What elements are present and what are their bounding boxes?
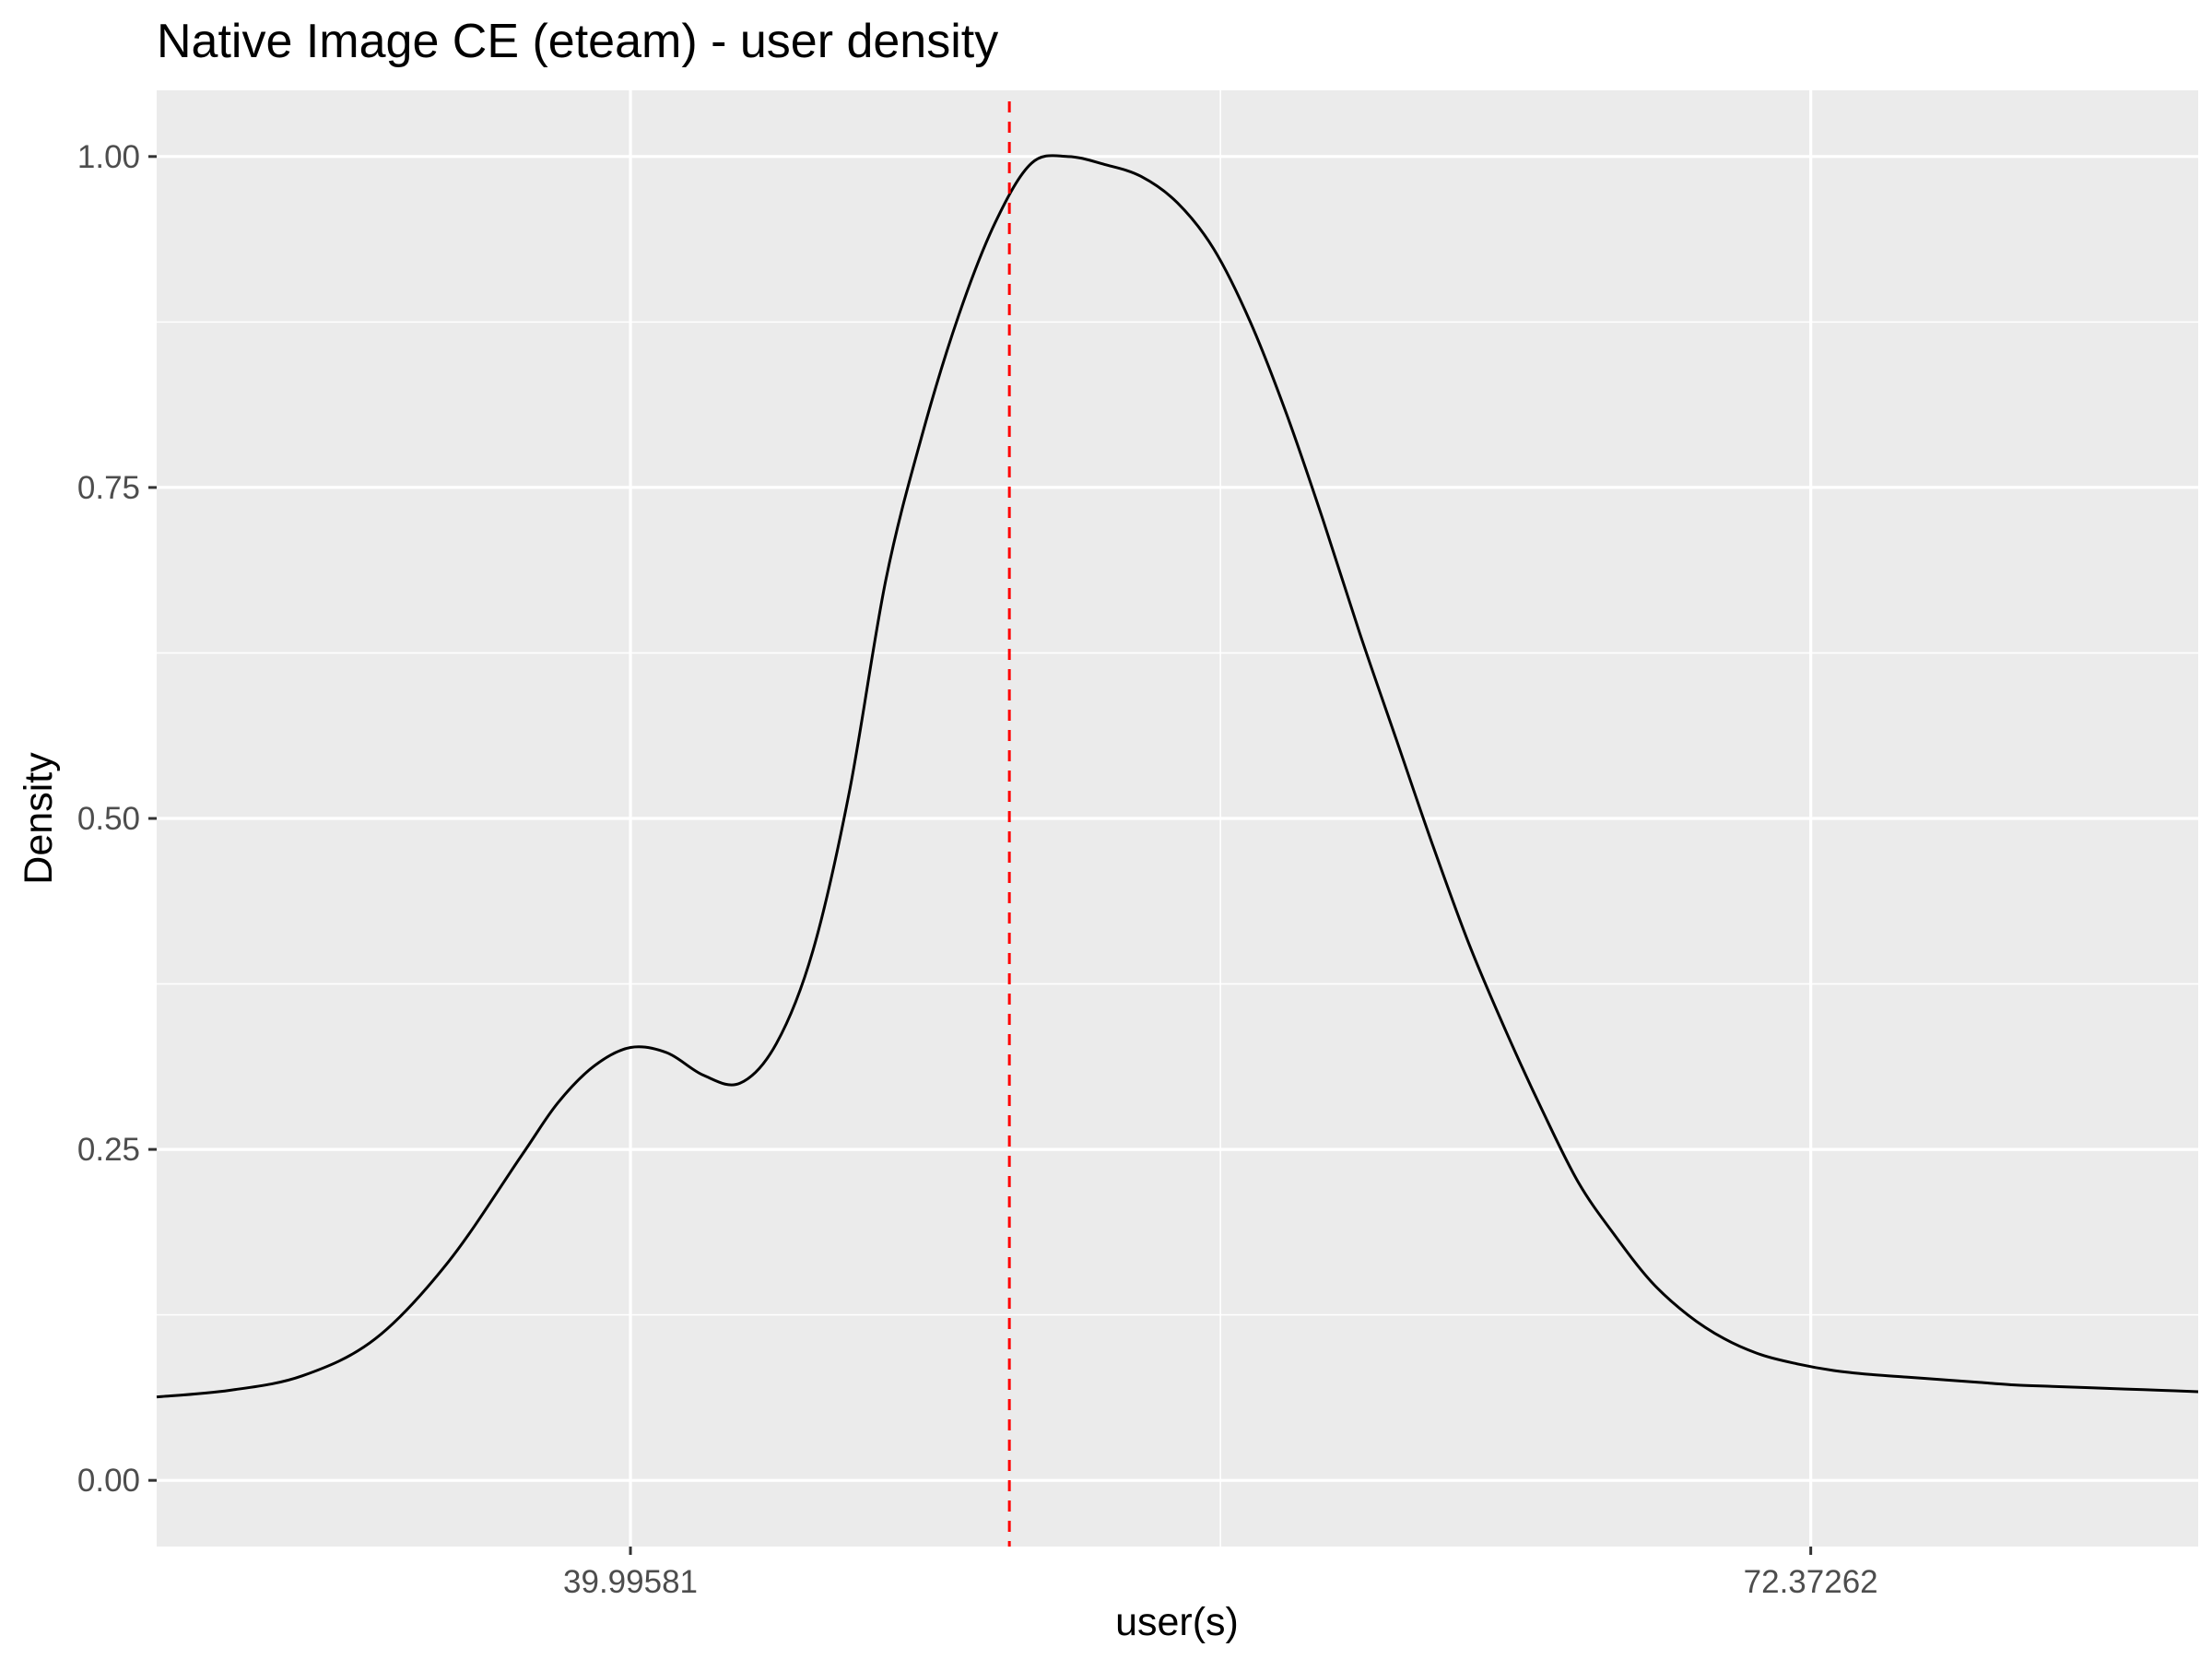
- minor-gridlines: [157, 90, 2198, 1547]
- y-axis-title: Density: [17, 752, 61, 885]
- density-curve: [156, 154, 2199, 1399]
- x-tick-label: 72.37262: [1744, 1564, 1878, 1600]
- y-axis: 0.00 0.25 0.50 0.75 1.00: [77, 139, 157, 1499]
- y-tick-label: 0.25: [77, 1132, 140, 1168]
- chart-title: Native Image CE (eteam) - user density: [157, 15, 998, 68]
- y-tick-label: 0.00: [77, 1463, 140, 1499]
- x-axis-title: user(s): [1115, 1600, 1239, 1644]
- x-tick-label: 39.99581: [563, 1564, 698, 1600]
- series-layer: [156, 154, 2199, 1399]
- y-tick-label: 1.00: [77, 139, 140, 175]
- y-tick-label: 0.50: [77, 801, 140, 837]
- y-tick-label: 0.75: [77, 470, 140, 506]
- major-gridlines: [157, 90, 2198, 1547]
- x-axis: 39.99581 72.37262: [563, 1547, 1878, 1600]
